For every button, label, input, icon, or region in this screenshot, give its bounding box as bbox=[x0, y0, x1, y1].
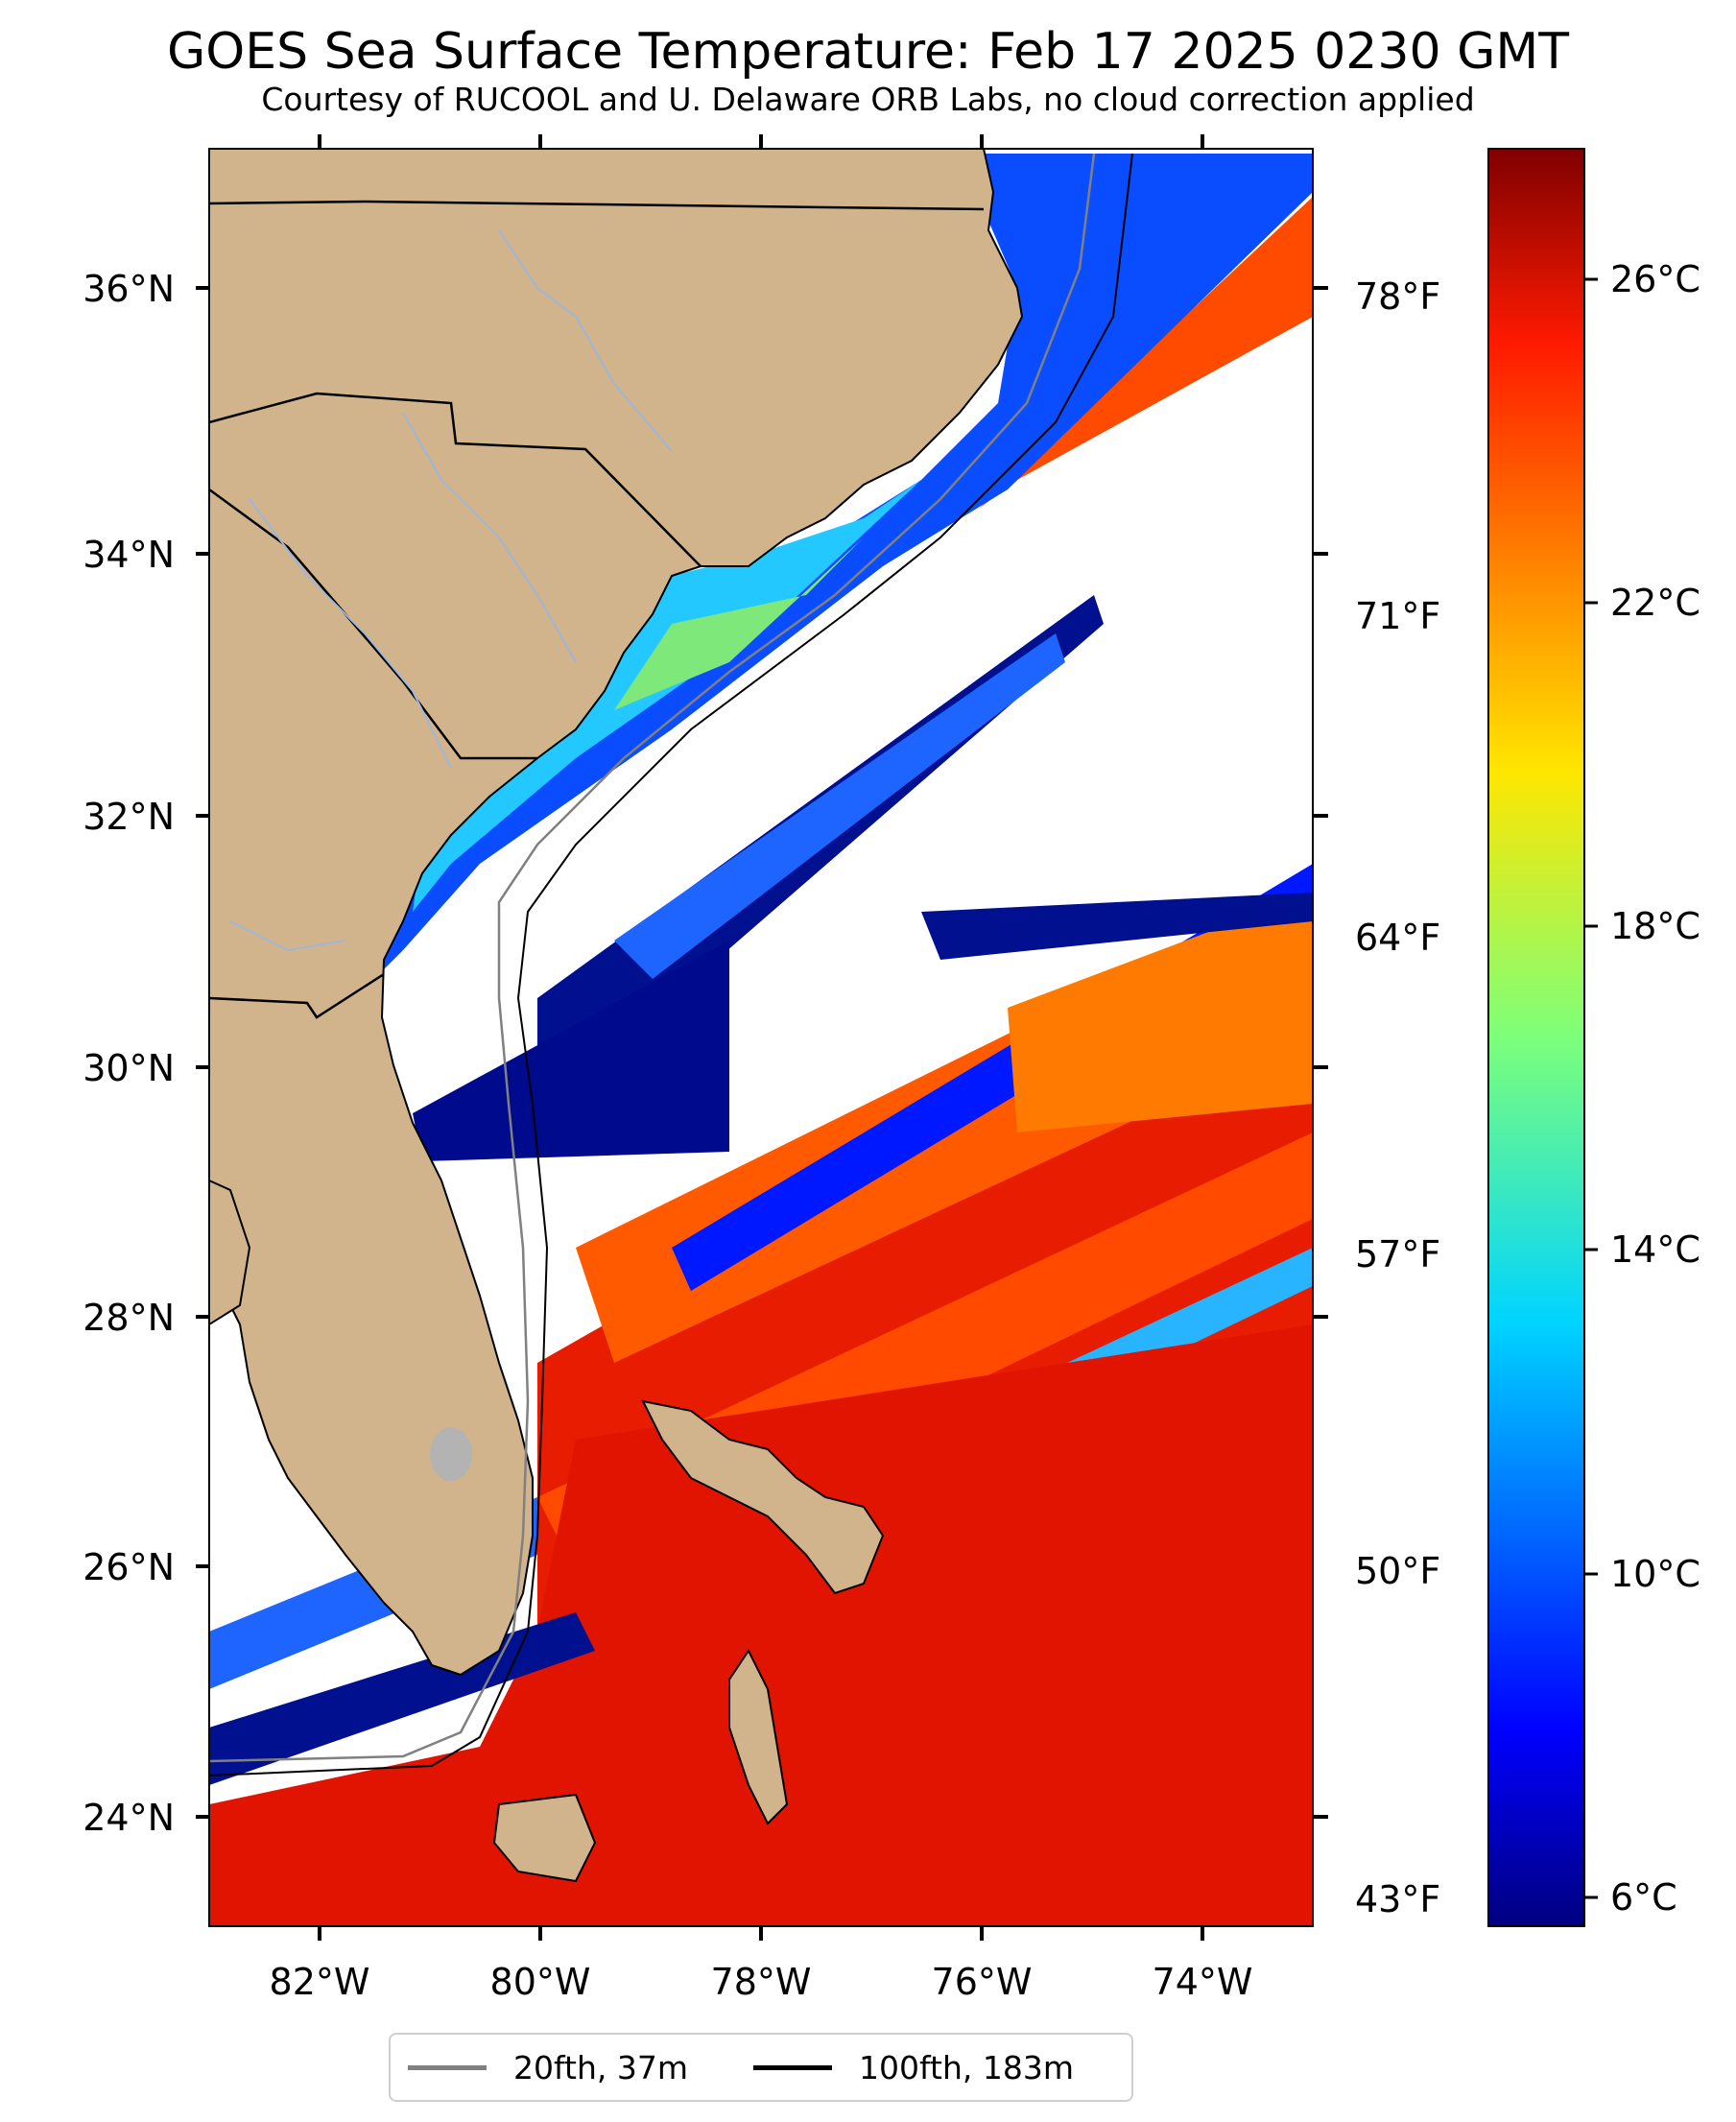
land-southeast-us bbox=[209, 149, 1024, 1677]
sst-nearshore-green bbox=[614, 537, 864, 710]
lat-label-30: 30°N bbox=[83, 1047, 175, 1089]
lon-label-80: 80°W bbox=[490, 1961, 591, 2003]
degf-label-78: 78°F bbox=[1355, 275, 1440, 318]
sst-orange-patch bbox=[1008, 893, 1313, 1133]
degf-label-50: 50°F bbox=[1355, 1550, 1440, 1592]
lon-ticks bbox=[318, 134, 1204, 1941]
degf-label-71: 71°F bbox=[1355, 595, 1440, 637]
land-panhandle bbox=[209, 1179, 251, 1326]
lake-okeechobee bbox=[430, 1427, 472, 1481]
colorbar-label-6c: 6°C bbox=[1610, 1876, 1677, 1919]
lat-label-34: 34°N bbox=[83, 534, 175, 576]
sst-cold-streak-upper-core bbox=[614, 633, 1065, 979]
bahamas-islands bbox=[492, 1399, 885, 1883]
isobath-legend: 20fth, 37m 100fth, 183m bbox=[389, 2033, 1133, 2102]
degf-label-57: 57°F bbox=[1355, 1233, 1440, 1276]
colorbar-ticks bbox=[1584, 277, 1598, 1899]
colorbar-label-18c: 18°C bbox=[1610, 905, 1700, 947]
map-title: GOES Sea Surface Temperature: Feb 17 202… bbox=[166, 23, 1570, 81]
legend-item-100fth: 100fth, 183m bbox=[736, 2049, 1074, 2086]
lat-label-36: 36°N bbox=[83, 268, 175, 310]
colorbar-label-10c: 10°C bbox=[1610, 1553, 1700, 1595]
lat-label-26: 26°N bbox=[83, 1546, 175, 1588]
isobath-100fth bbox=[209, 153, 1133, 1776]
legend-label-100fth: 100fth, 183m bbox=[859, 2048, 1074, 2086]
lon-label-82: 82°W bbox=[270, 1961, 370, 2003]
colorbar bbox=[1487, 148, 1585, 1927]
legend-swatch-gray bbox=[408, 2064, 487, 2070]
sst-cold-streak-east bbox=[921, 893, 1313, 960]
legend-label-20fth: 20fth, 37m bbox=[513, 2048, 688, 2086]
degf-label-43: 43°F bbox=[1355, 1878, 1440, 1920]
degf-label-64: 64°F bbox=[1355, 917, 1440, 959]
lon-label-76: 76°W bbox=[932, 1961, 1033, 2003]
lat-label-32: 32°N bbox=[83, 796, 175, 838]
map-subtitle: Courtesy of RUCOOL and U. Delaware ORB L… bbox=[261, 81, 1475, 118]
lon-label-74: 74°W bbox=[1153, 1961, 1253, 2003]
colorbar-label-14c: 14°C bbox=[1610, 1228, 1700, 1271]
legend-item-20fth: 20fth, 37m bbox=[391, 2049, 688, 2086]
sst-cold-streak-lower bbox=[413, 941, 729, 1161]
colorbar-label-22c: 22°C bbox=[1610, 582, 1700, 624]
colorbar-label-26c: 26°C bbox=[1610, 258, 1700, 300]
lat-ticks bbox=[196, 286, 1328, 1819]
lon-label-78: 78°W bbox=[711, 1961, 812, 2003]
isobath-20fth bbox=[209, 153, 1096, 1763]
sst-straits-cool bbox=[209, 1612, 595, 1785]
sst-bahamas-warm bbox=[209, 1324, 1313, 1926]
lat-label-24: 24°N bbox=[83, 1797, 175, 1839]
state-borders bbox=[209, 200, 985, 1019]
legend-swatch-black bbox=[753, 2064, 832, 2070]
lat-label-28: 28°N bbox=[83, 1297, 175, 1339]
sst-nearshore-cyan bbox=[413, 480, 921, 912]
rivers bbox=[229, 229, 673, 952]
